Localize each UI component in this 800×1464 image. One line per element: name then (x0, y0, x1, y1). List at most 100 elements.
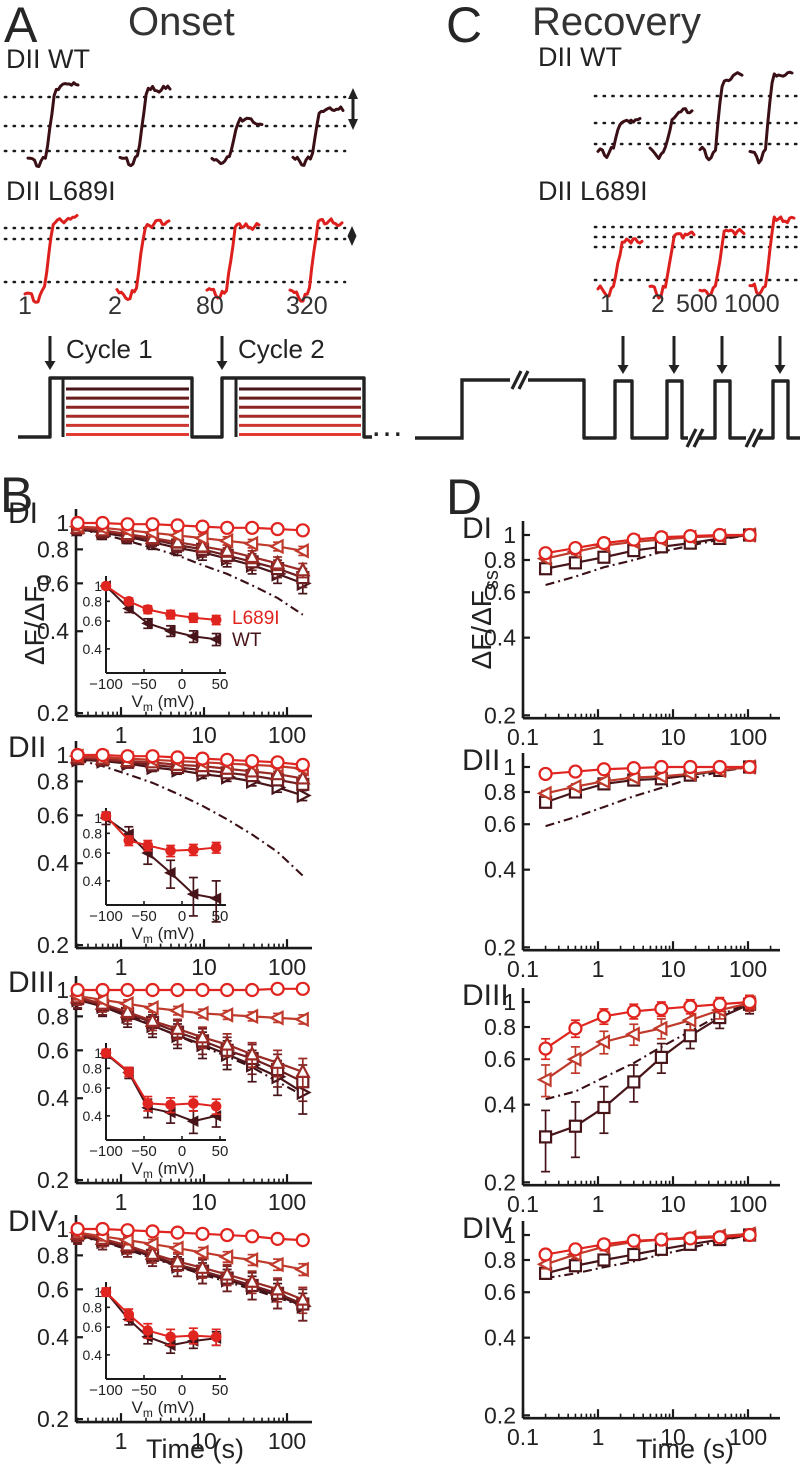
l689i-trace-2 (115, 218, 171, 301)
pulse-number: 80 (196, 292, 224, 320)
svg-text:1: 1 (592, 1424, 605, 1450)
panel-d-letter: D (446, 469, 483, 525)
svg-text:10: 10 (191, 954, 217, 980)
panel-c-letter: C (446, 0, 483, 53)
recovery-traces-canvas (415, 70, 800, 448)
svg-text:−100: −100 (89, 1382, 123, 1399)
stimulus-arrow-head (716, 365, 728, 374)
inset-x-axis-label: Vm (mV) (132, 1398, 195, 1420)
svg-text:−50: −50 (131, 1143, 156, 1160)
pulse-number: 1 (600, 290, 614, 318)
svg-text:0.4: 0.4 (83, 1347, 103, 1363)
panel-b: 1 0.8 0.6 0.4 0.2 1 10 100 1 0.8 0.6 0.4 −100 −50 0 50 V… (0, 470, 400, 1464)
svg-text:10: 10 (191, 722, 217, 748)
series-recovery-1 (538, 759, 757, 782)
onset-title: Onset (128, 0, 235, 44)
svg-text:1: 1 (503, 1222, 516, 1248)
recovery-protocol-test-pulses (528, 378, 688, 440)
svg-text:0.8: 0.8 (83, 1060, 103, 1076)
svg-text:0.8: 0.8 (37, 536, 69, 562)
svg-text:100: 100 (268, 1189, 306, 1215)
svg-text:1: 1 (94, 1284, 102, 1300)
svg-text:0.6: 0.6 (484, 811, 516, 837)
panel-d: 1 0.8 0.6 0.4 0.2 0.1 1 10 100 1 0.8 0.6 0.4 0.2 0.1 1 1… (400, 470, 800, 1464)
svg-text:0.4: 0.4 (83, 873, 103, 889)
svg-text:0.4: 0.4 (37, 1085, 69, 1111)
svg-text:0.1: 0.1 (507, 1424, 539, 1450)
dii-l689i-label: DII L689I (6, 176, 116, 206)
series-pulse-1 (70, 747, 310, 772)
chart-DII: 10.80.60.40.21 10 100 (37, 741, 312, 980)
svg-text:0.6: 0.6 (83, 845, 103, 861)
series-recovery-1 (538, 994, 757, 1061)
axis-break-mark (692, 428, 705, 448)
svg-text:1: 1 (56, 977, 69, 1003)
dashdot-reference-curve (77, 1235, 304, 1308)
inset-series-L689I (100, 810, 222, 858)
svg-text:0.4: 0.4 (484, 1325, 516, 1351)
svg-text:0.6: 0.6 (83, 613, 103, 629)
series-pulse-1 (70, 981, 310, 998)
chart-DIV: 10.80.60.40.20.1 1 10 100 (484, 1221, 780, 1450)
svg-text:50: 50 (212, 1382, 229, 1399)
inset-series-WT (99, 1286, 222, 1355)
svg-text:0.8: 0.8 (37, 1003, 69, 1029)
svg-text:100: 100 (729, 956, 767, 982)
svg-text:1: 1 (94, 810, 102, 826)
subplot-name-dii: DII (8, 731, 47, 764)
svg-text:−50: −50 (131, 1382, 156, 1399)
svg-text:0.1: 0.1 (507, 724, 539, 750)
y-axis-label-sub: ss (480, 570, 503, 591)
inset-series-L689I (100, 1047, 222, 1116)
axis-break-mark (517, 370, 530, 390)
onset-traces-canvas (3, 81, 372, 439)
pulse-number: 1 (18, 292, 32, 320)
chart-DI: 10.80.60.40.20.1 1 10 100 (484, 521, 780, 750)
svg-text:10: 10 (191, 1428, 217, 1454)
svg-text:0.1: 0.1 (507, 956, 539, 982)
svg-text:100: 100 (729, 724, 767, 750)
svg-text:1: 1 (115, 954, 128, 980)
svg-text:10: 10 (660, 956, 686, 982)
inset-x-axis-label: Vm (mV) (132, 924, 195, 946)
svg-text:0.6: 0.6 (37, 1037, 69, 1063)
axis-break-mark (685, 428, 698, 448)
dii-l689i-label: DII L689I (538, 176, 648, 206)
svg-text:−100: −100 (89, 908, 123, 925)
panel-b-letter: B (0, 467, 34, 523)
inset-DIV-inset: 10.8 0.6 0.4 −100 −50 0 50 Vm (mV) (83, 1282, 229, 1420)
y-axis-label-text: ΔF/ΔF (466, 590, 498, 670)
svg-text:1: 1 (503, 754, 516, 780)
wt-recovery-trace-2 (648, 107, 694, 160)
svg-text:100: 100 (268, 954, 306, 980)
series-recovery-3 (538, 994, 757, 1173)
svg-text:10: 10 (660, 724, 686, 750)
svg-text:0.2: 0.2 (484, 702, 516, 728)
svg-text:0.2: 0.2 (37, 700, 69, 726)
subplot-name-di: DI (462, 512, 492, 545)
svg-text:0.2: 0.2 (484, 1169, 516, 1195)
svg-text:0.6: 0.6 (484, 1279, 516, 1305)
svg-text:1: 1 (56, 742, 69, 768)
svg-text:1: 1 (115, 1428, 128, 1454)
subplot-name-div: DIV (8, 1205, 59, 1238)
svg-text:0.6: 0.6 (484, 1046, 516, 1072)
svg-text:0: 0 (178, 676, 186, 693)
x-axis-label-onset: Time (s) (146, 1434, 244, 1464)
svg-text:10: 10 (660, 1191, 686, 1217)
inset-series-WT (99, 1047, 222, 1135)
x-axis-label-recovery: Time (s) (636, 1434, 734, 1464)
inset-series-L689I (100, 1286, 222, 1347)
chart-DI: 10.80.60.40.21 10 100 (37, 509, 312, 748)
series-recovery-1 (538, 1227, 757, 1262)
subplot-name-div: DIV (462, 1212, 513, 1245)
subplot-name-diii: DIII (8, 966, 55, 999)
svg-text:1: 1 (115, 722, 128, 748)
svg-text:1: 1 (56, 510, 69, 536)
wt-trace-3 (210, 116, 264, 166)
axis-break-mark (744, 428, 757, 448)
